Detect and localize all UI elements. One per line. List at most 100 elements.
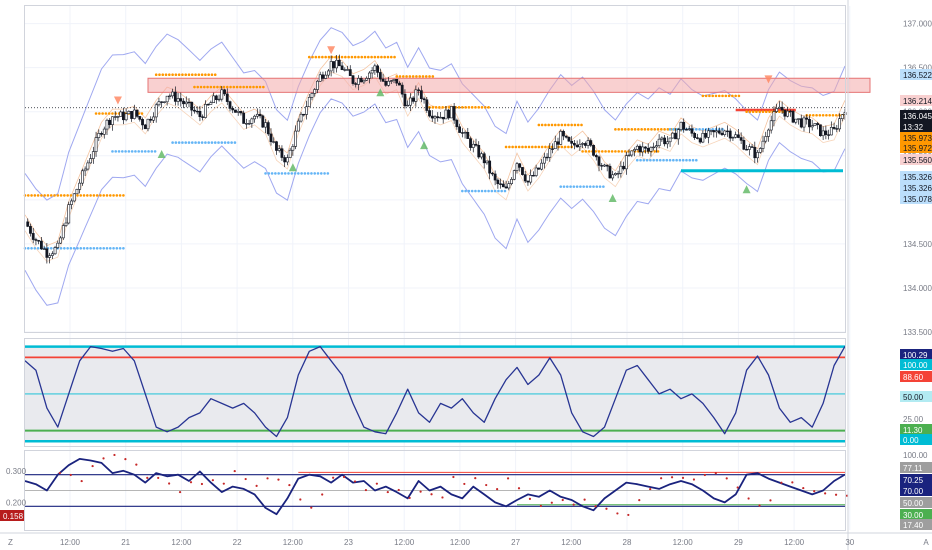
trailing-stop-dot-buy <box>115 246 119 250</box>
trailing-stop-dot-buy <box>30 246 33 250</box>
trailing-stop-dot-sell <box>751 110 755 114</box>
candle-up <box>127 111 131 115</box>
candle-down <box>496 179 500 185</box>
signal-dot <box>299 498 302 501</box>
candle-down <box>742 140 746 150</box>
trailing-stop-dot-sell <box>398 75 402 78</box>
candle-up <box>813 123 817 127</box>
trailing-stop-dot-buy <box>213 141 217 144</box>
candle-down <box>835 128 839 130</box>
candle-up <box>559 130 563 145</box>
candle-down <box>130 111 134 119</box>
trailing-stop-dot-buy <box>698 128 701 131</box>
candle-up <box>786 110 790 117</box>
trailing-stop-dot-buy <box>575 185 579 188</box>
candle-down <box>242 112 246 124</box>
trailing-stop-dot-sell <box>59 194 63 197</box>
candle-down <box>594 155 598 158</box>
price-pane[interactable] <box>23 27 871 306</box>
secondary-oscillator-pane[interactable] <box>24 453 849 517</box>
trailing-stop-dot-sell <box>194 73 197 77</box>
oscillator-pane[interactable] <box>24 345 846 443</box>
trailing-stop-dot-buy <box>672 128 675 131</box>
candle-up <box>534 167 538 176</box>
trailing-stop-dot-sell <box>438 106 441 109</box>
sell-signal-triangle <box>113 96 122 105</box>
trailing-stop-dot-sell <box>610 150 614 153</box>
signal-dot <box>660 477 663 480</box>
candle-up <box>42 248 46 250</box>
trailing-stop-dot-buy <box>467 189 471 193</box>
candle-down <box>138 116 142 120</box>
trailing-stop-dot-sell <box>477 106 481 109</box>
price-label-bg <box>900 142 932 153</box>
trailing-stop-dot-buy <box>197 141 201 144</box>
trailing-stop-dot-buy <box>210 141 214 144</box>
candle-down <box>31 233 35 240</box>
buy-signal-triangle <box>157 149 166 158</box>
trailing-stop-dot-sell <box>511 145 514 149</box>
trailing-stop-dot-sell <box>353 55 357 59</box>
candle-up <box>654 145 658 148</box>
trailing-stop-dot-sell <box>168 73 171 77</box>
candle-up <box>277 148 281 151</box>
candle-up <box>797 118 800 120</box>
signal-dot <box>572 503 575 506</box>
candle-up <box>408 97 412 106</box>
trailing-stop-dot-sell <box>232 85 236 89</box>
candle-up <box>616 173 620 175</box>
price-label-bg <box>900 110 932 121</box>
trailing-stop-dot-sell <box>89 194 92 197</box>
trailing-stop-dot-sell <box>210 73 214 77</box>
candle-down <box>698 138 702 143</box>
sell-signal-triangle <box>327 46 336 55</box>
trailing-stop-dot-sell <box>69 194 73 197</box>
signal-dot <box>102 457 105 460</box>
trailing-stop-dot-sell <box>550 123 554 127</box>
candle-up <box>111 116 114 125</box>
candle-up <box>335 59 339 69</box>
candle-down <box>808 119 811 128</box>
candle-down <box>780 106 784 111</box>
candle-up <box>529 175 533 183</box>
trailing-stop-dot-sell <box>171 73 174 77</box>
candle-down <box>570 140 574 144</box>
candle-down <box>736 134 740 138</box>
signal-dot <box>157 476 160 480</box>
trailing-stop-dot-buy <box>685 158 688 162</box>
candle-up <box>212 95 216 103</box>
signal-dot <box>386 490 389 494</box>
time-tick-label: 23 <box>344 538 353 547</box>
candle-up <box>392 78 396 81</box>
trailing-stop-dot-sell <box>389 55 393 59</box>
signal-dot <box>703 473 706 477</box>
candle-down <box>214 95 218 100</box>
candle-down <box>739 137 743 141</box>
trailing-stop-dot-buy <box>708 128 711 131</box>
trailing-stop-dot-sell <box>204 73 207 77</box>
candle-down <box>458 126 462 133</box>
trailing-stop-dot-buy <box>112 246 115 250</box>
price-tick-label: 137.000 <box>903 20 932 29</box>
candle-up <box>794 118 798 123</box>
candle-down <box>608 165 612 179</box>
candle-up <box>542 156 546 164</box>
candle-up <box>706 130 710 138</box>
candle-down <box>173 91 177 102</box>
candle-up <box>97 133 101 138</box>
trailing-stop-dot-buy <box>480 189 484 193</box>
candle-down <box>384 81 388 86</box>
candle-down <box>704 132 708 138</box>
trailing-stop-dot-sell <box>350 55 354 59</box>
signal-dot <box>736 486 739 489</box>
left-value-badge-text: 0.158 <box>3 512 24 521</box>
trailing-stop-dot-buy <box>66 246 69 250</box>
price-label: 135.560 <box>903 156 932 165</box>
secondary-label-bg <box>900 474 932 485</box>
secondary-label: 77.11 <box>903 464 923 473</box>
candle-up <box>449 106 453 119</box>
trailing-stop-dot-buy <box>326 172 330 175</box>
candle-up <box>586 140 590 146</box>
